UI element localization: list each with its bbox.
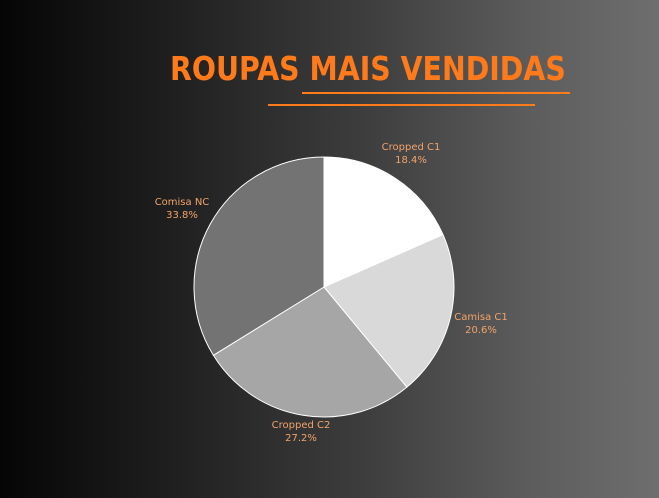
- pie-slice-1: [323, 156, 444, 288]
- slice-label-3: Cropped C2: [272, 420, 331, 431]
- slice-percent-1: 18.4%: [395, 155, 427, 166]
- slice-label-2: Camisa C1: [454, 312, 508, 323]
- slice-percent-3: 27.2%: [285, 433, 317, 444]
- slice-label-4: Comisa NC: [155, 197, 210, 208]
- pie-slice-3: [212, 286, 408, 418]
- slice-percent-2: 20.6%: [465, 325, 497, 336]
- pie-labels: Cropped C1 18.4% Camisa C1 20.6% Cropped C2 2…: [155, 142, 508, 444]
- pie-slice-2: [323, 233, 455, 388]
- slice-label-1: Cropped C1: [382, 142, 441, 153]
- pie-slice-4: [193, 156, 325, 356]
- pie-slices: [193, 156, 455, 418]
- title-underline-top: [302, 92, 570, 94]
- slice-percent-4: 33.8%: [166, 210, 198, 221]
- title-underline-bottom: [268, 104, 535, 106]
